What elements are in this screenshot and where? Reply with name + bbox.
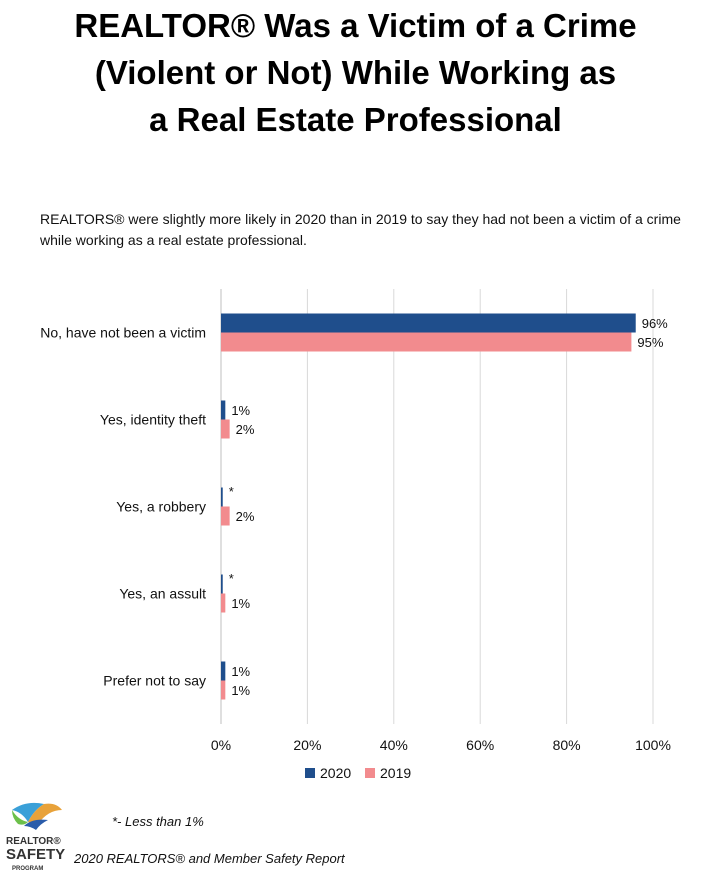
realtor-safety-logo: REALTOR® SAFETY PROGRAM [6, 802, 65, 872]
bar-chart: 0% 20% 40% 60% 80% 100% No, have not been a vi… [40, 289, 671, 781]
logo-line-1: REALTOR® [6, 836, 61, 847]
x-tick-label: 80% [553, 737, 581, 753]
data-label: 2% [236, 509, 255, 524]
category-label: Yes, a robbery [116, 499, 206, 515]
category-label: Yes, identity theft [100, 412, 206, 428]
data-label: 1% [231, 403, 250, 418]
data-label: 1% [231, 596, 250, 611]
logo-line-2: SAFETY [6, 846, 65, 863]
x-tick-label: 40% [380, 737, 408, 753]
category-label: Prefer not to say [103, 673, 206, 689]
legend-swatch [305, 768, 315, 778]
x-tick-label: 0% [211, 737, 231, 753]
bar-2019 [221, 593, 226, 613]
x-tick-label: 60% [466, 737, 494, 753]
legend-swatch [365, 768, 375, 778]
chart-title: REALTOR® Was a Victim of a Crime (Violen… [0, 2, 711, 143]
title-line-3: a Real Estate Professional [149, 101, 562, 138]
bar-2019 [221, 419, 230, 439]
data-label: 1% [231, 664, 250, 679]
bar-2019 [221, 332, 632, 352]
data-label: 96% [642, 316, 668, 331]
data-label: * [229, 571, 234, 586]
bar-2020 [221, 313, 636, 333]
source-note: 2020 REALTORS® and Member Safety Report [74, 851, 345, 866]
legend-label: 2020 [320, 765, 351, 781]
legend-label: 2019 [380, 765, 411, 781]
logo-mark-icon [12, 802, 62, 830]
data-label: * [229, 484, 234, 499]
bar-2020 [221, 574, 223, 594]
data-label: 95% [637, 335, 663, 350]
bar-2020 [221, 487, 223, 507]
footnote: *- Less than 1% [112, 814, 204, 829]
title-line-1: REALTOR® Was a Victim of a Crime [74, 7, 637, 44]
chart-subtitle: REALTORS® were slightly more likely in 2… [40, 211, 681, 248]
x-tick-label: 20% [293, 737, 321, 753]
bar-2019 [221, 506, 230, 526]
data-label: 1% [231, 683, 250, 698]
title-line-2: (Violent or Not) While Working as [94, 54, 617, 91]
category-label: Yes, an assult [119, 586, 206, 602]
data-label: 2% [236, 422, 255, 437]
x-tick-label: 100% [635, 737, 671, 753]
bar-2020 [221, 400, 226, 420]
category-label: No, have not been a victim [40, 325, 206, 341]
bar-2019 [221, 680, 226, 700]
bar-2020 [221, 661, 226, 681]
logo-line-3: PROGRAM [12, 866, 43, 872]
